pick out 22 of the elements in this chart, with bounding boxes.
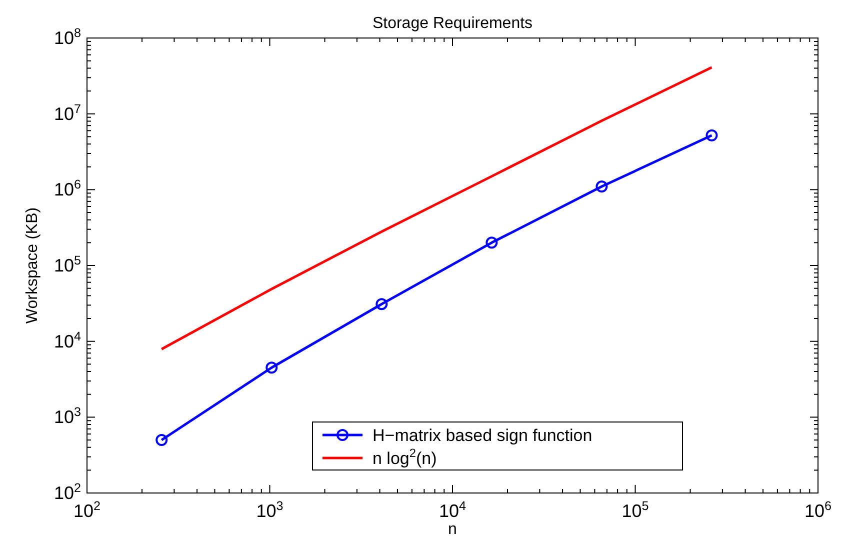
- x-tick-label: 10$^{3}$: [256, 499, 284, 521]
- legend-label: n log$^{2}$(n): [372, 446, 437, 468]
- y-tick-label: 10$^{3}$: [54, 405, 81, 428]
- y-tick-label: 10$^{4}$: [54, 329, 81, 352]
- chart-title: Storage Requirements: [372, 15, 533, 32]
- point: [486, 236, 498, 249]
- y-axis-title: Workspace (KB): [24, 207, 41, 324]
- y-tick-label: 10$^{8}$: [54, 26, 81, 48]
- x-tick-label: 10$^{6}$: [804, 499, 832, 521]
- point: [376, 298, 388, 310]
- y-tick-label: 10$^{7}$: [54, 102, 81, 124]
- y-tick-label: 10$^{6}$: [54, 178, 81, 200]
- x-tick-label: 10$^{4}$: [438, 499, 466, 521]
- point: [706, 129, 718, 142]
- x-tick-label: 10$^{5}$: [622, 499, 649, 521]
- legend-label: H−matrix based sign function: [372, 426, 592, 445]
- point: [156, 434, 168, 446]
- y-tick-label: 10$^{5}$: [54, 254, 81, 276]
- x-axis-title: n: [448, 521, 457, 536]
- point: [596, 180, 608, 193]
- line-series: [160, 66, 713, 350]
- point: [266, 362, 278, 374]
